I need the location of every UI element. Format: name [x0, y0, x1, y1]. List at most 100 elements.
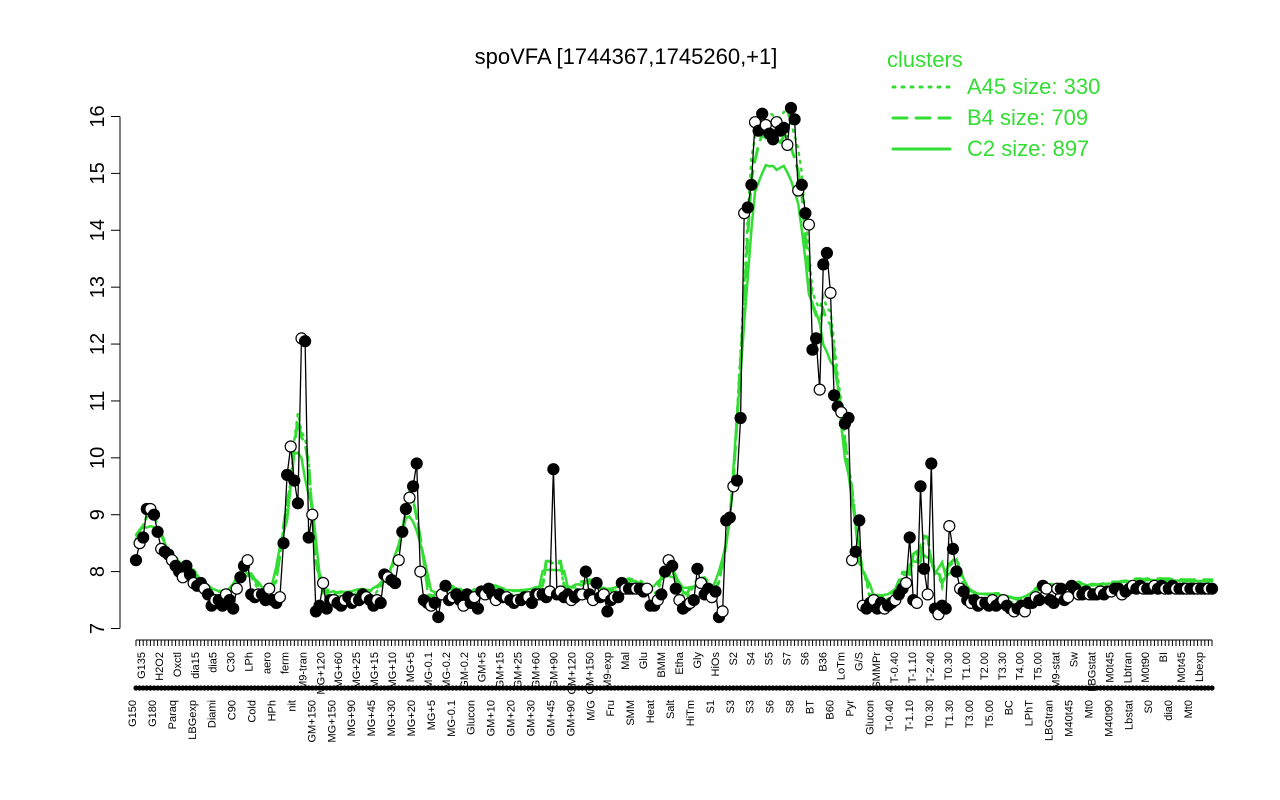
data-point [925, 457, 938, 470]
x-tick-label: MG-0.1 [446, 700, 458, 737]
data-point [666, 559, 679, 573]
x-rug-marker [1112, 685, 1118, 691]
data-point [317, 576, 330, 590]
x-rug-marker [223, 685, 229, 691]
x-rug-marker [1209, 685, 1215, 691]
x-tick-label: GM+90 [565, 700, 577, 736]
data-point [756, 107, 769, 120]
x-tick-label: S5 [764, 652, 776, 665]
cluster-lines [134, 107, 1214, 606]
x-rug-marker [939, 685, 945, 691]
x-tick-label: LPh [244, 652, 256, 672]
x-rug-marker [1061, 685, 1068, 691]
x-rug-marker [1151, 685, 1158, 691]
x-rug-marker [144, 685, 150, 691]
x-rug-marker [849, 685, 855, 691]
x-tick-label: Pyr [844, 700, 856, 717]
y-tick-label: 7 [87, 623, 109, 634]
x-tick-label: M9-tran [297, 652, 309, 690]
x-rug-marker [903, 685, 909, 691]
x-tick-label: HiOs [710, 652, 722, 677]
data-point [777, 121, 790, 135]
x-tick-label: GM+60 [531, 652, 543, 688]
x-tick-label: SMM [625, 700, 637, 726]
y-tick-label: 11 [87, 391, 109, 412]
x-rug-marker [1094, 685, 1100, 691]
y-tick-label: 9 [87, 509, 109, 520]
x-rug-marker [568, 685, 575, 691]
x-rug-marker [752, 685, 758, 691]
x-rug-marker [745, 685, 751, 691]
x-rug-marker [658, 685, 665, 691]
x-rug-marker [410, 685, 416, 691]
x-rug-marker [1018, 685, 1024, 691]
x-rug-marker [835, 685, 841, 691]
x-rug-marker [979, 685, 985, 691]
x-rug-marker [1148, 685, 1154, 691]
x-rug-marker [676, 685, 682, 691]
x-rug-marker [975, 685, 981, 691]
data-point [730, 474, 744, 487]
x-tick-label: M40t45 [1064, 700, 1076, 737]
x-tick-label: dia5 [208, 652, 220, 673]
x-rug-marker [212, 685, 218, 691]
x-rug-marker [172, 685, 179, 691]
x-tick-label: Lbexp [1194, 652, 1206, 682]
x-tick-label: MG+30 [386, 700, 398, 736]
x-rug-marker [234, 685, 240, 691]
x-rug-marker [601, 685, 607, 691]
x-tick-label: Glucon [864, 700, 876, 735]
y-axis: 7 8 9 10 11 12 13 14 15 16 [87, 105, 121, 634]
x-rug-marker [500, 685, 506, 691]
x-rug-marker [262, 685, 269, 691]
data-point [853, 514, 866, 527]
x-rug-marker [1123, 685, 1129, 691]
legend-label: B4 size: 709 [967, 105, 1088, 130]
x-tick-label: T1.30 [944, 700, 956, 728]
x-rug-marker [1065, 685, 1071, 691]
x-rug-marker [442, 685, 449, 691]
x-rug-marker [187, 685, 193, 691]
x-tick-label: S7 [782, 652, 794, 665]
data-point [745, 178, 758, 191]
x-rug-marker [478, 685, 485, 691]
x-rug-marker [280, 685, 287, 691]
x-rug-marker [529, 685, 535, 691]
x-tick-label: B60 [824, 700, 836, 720]
x-rug-marker [935, 685, 942, 691]
data-point [903, 531, 916, 544]
data-point [137, 531, 150, 544]
x-rug-marker [723, 685, 729, 691]
x-tick-label: G150 [127, 700, 139, 727]
x-tick-label: Paraq [167, 700, 179, 729]
x-rug-marker [396, 685, 402, 691]
data-point [813, 383, 826, 396]
x-tick-label: G/S [853, 652, 865, 671]
x-rug-marker [320, 685, 326, 691]
x-tick-label: GM+15 [495, 652, 507, 688]
x-rug-marker [644, 685, 650, 691]
data-point [374, 596, 387, 610]
x-rug-marker [1076, 685, 1082, 691]
x-rug-marker [1040, 685, 1046, 691]
data-point [403, 491, 416, 504]
x-rug-marker [673, 685, 679, 691]
x-rug-marker [791, 685, 798, 691]
data-point [601, 605, 614, 618]
x-rug-marker [504, 685, 510, 691]
x-rug-marker [489, 685, 495, 691]
x-rug-marker [241, 685, 247, 691]
x-rug-marker [1119, 685, 1125, 691]
x-tick-label: LoTm [835, 652, 847, 680]
x-rug-marker [878, 685, 884, 691]
data-point [439, 579, 452, 592]
x-rug-marker [957, 685, 963, 691]
x-tick-label: S6 [765, 700, 777, 713]
x-rug-marker [612, 685, 618, 691]
x-tick-label: HPh [266, 700, 278, 721]
x-rug-marker [626, 685, 632, 691]
x-rug-marker [1202, 685, 1208, 691]
x-rug-marker [640, 685, 647, 691]
x-rug-marker [540, 685, 546, 691]
data-point [288, 474, 301, 487]
